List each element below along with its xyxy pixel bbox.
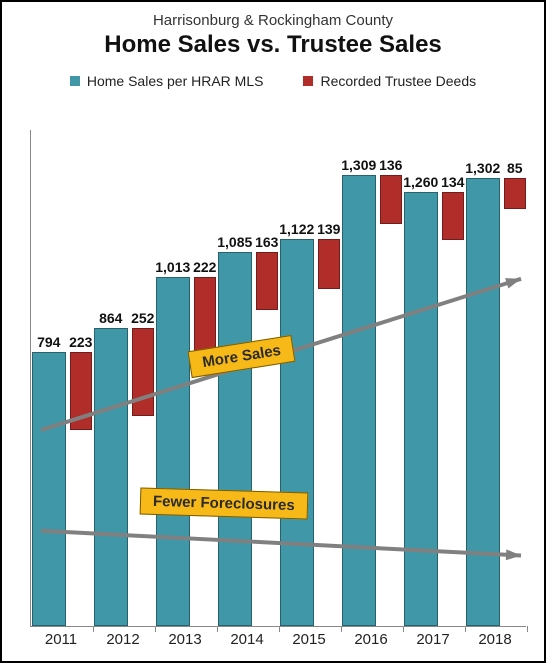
bar-group: 1,260134 xyxy=(404,192,464,626)
chart-title: Home Sales vs. Trustee Sales xyxy=(2,31,544,59)
bar-home-sales: 1,085 xyxy=(218,252,252,626)
chart-subtitle: Harrisonburg & Rockingham County xyxy=(2,12,544,29)
bar-group: 794223 xyxy=(32,352,92,626)
bar-home-sales: 1,302 xyxy=(466,178,500,626)
legend: Home Sales per HRAR MLS Recorded Trustee… xyxy=(2,73,544,89)
x-axis-label: 2013 xyxy=(154,631,216,648)
x-tick xyxy=(527,626,528,632)
bar-home-sales: 1,309 xyxy=(342,175,376,626)
bar-trustee-deeds: 222 xyxy=(194,277,216,355)
legend-swatch-trustee-deeds xyxy=(303,76,313,86)
legend-item-home-sales: Home Sales per HRAR MLS xyxy=(70,73,264,89)
bar-home-sales: 864 xyxy=(94,328,128,626)
bar-home-sales: 794 xyxy=(32,352,66,626)
bar-trustee-deeds: 85 xyxy=(504,178,526,209)
x-axis-label: 2016 xyxy=(340,631,402,648)
bar-group: 1,309136 xyxy=(342,175,402,626)
bar-home-sales: 1,122 xyxy=(280,239,314,626)
bar-group: 864252 xyxy=(94,328,154,626)
annotation-fewer-foreclosures: Fewer Foreclosures xyxy=(140,487,308,519)
legend-label-trustee-deeds: Recorded Trustee Deeds xyxy=(320,73,476,89)
bar-group: 1,085163 xyxy=(218,252,278,626)
legend-swatch-home-sales xyxy=(70,76,80,86)
chart-container: Harrisonburg & Rockingham County Home Sa… xyxy=(0,0,546,663)
bar-trustee-deeds: 163 xyxy=(256,252,278,310)
title-block: Harrisonburg & Rockingham County Home Sa… xyxy=(2,2,544,59)
x-axis-label: 2012 xyxy=(92,631,154,648)
x-axis-label: 2014 xyxy=(216,631,278,648)
plot-area: 7942238642521,0132221,0851631,1221391,30… xyxy=(30,130,526,627)
x-axis-labels: 20112012201320142015201620172018 xyxy=(30,631,526,655)
bar-group: 1,30285 xyxy=(466,178,526,626)
x-axis-label: 2018 xyxy=(464,631,526,648)
bar-trustee-deeds: 223 xyxy=(70,352,92,430)
x-axis-label: 2011 xyxy=(30,631,92,648)
bar-value-label: 85 xyxy=(485,160,545,179)
bar-trustee-deeds: 139 xyxy=(318,239,340,289)
bar-trustee-deeds: 252 xyxy=(132,328,154,416)
bar-home-sales: 1,260 xyxy=(404,192,438,626)
legend-label-home-sales: Home Sales per HRAR MLS xyxy=(87,73,264,89)
bar-group: 1,122139 xyxy=(280,239,340,626)
x-axis-label: 2017 xyxy=(402,631,464,648)
bar-home-sales: 1,013 xyxy=(156,277,190,626)
bar-trustee-deeds: 134 xyxy=(442,192,464,240)
plot-inner: 7942238642521,0132221,0851631,1221391,30… xyxy=(31,130,526,626)
legend-item-trustee-deeds: Recorded Trustee Deeds xyxy=(303,73,476,89)
x-axis-label: 2015 xyxy=(278,631,340,648)
bar-group: 1,013222 xyxy=(156,277,216,626)
